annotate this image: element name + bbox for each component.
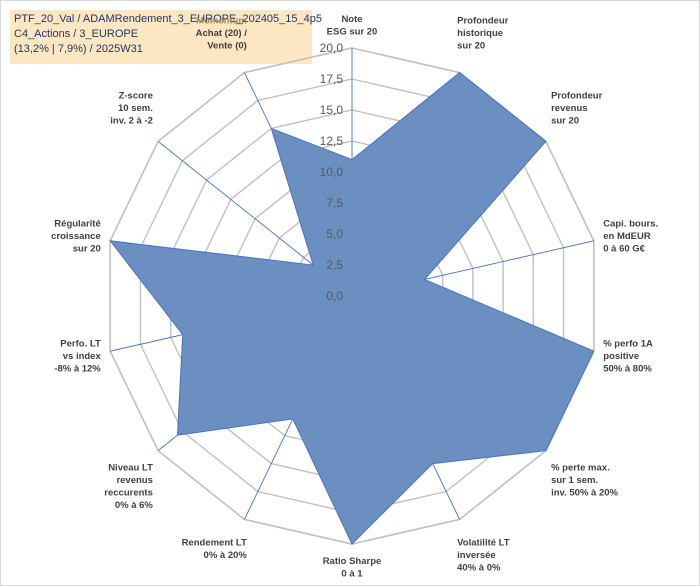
axis-label-line: sur 1 sem. — [551, 475, 598, 486]
tick-label: 20,0 — [320, 41, 344, 55]
axis-label: Profondeur revenus sur 20 — [551, 91, 602, 127]
axis-label-line: vs index — [63, 351, 102, 362]
axis-label-line: 0 à 1 — [341, 569, 363, 580]
axis-label: % perte max. sur 1 sem. inv. 50% à 20% — [551, 462, 618, 498]
axis-label-line: Note — [341, 14, 362, 25]
axis-label-line: inversée — [457, 550, 496, 561]
axis-label-line: Capi. bours. — [603, 218, 658, 229]
axis-label-line: 0 à 60 G€ — [603, 243, 645, 254]
axis-label-line: sur 20 — [551, 116, 579, 127]
axis-label: Perfo. LT vs index -8% à 12% — [54, 339, 101, 375]
axis-label: Niveau LT revenus reccurents 0% à 6% — [104, 462, 153, 511]
axis-label: Volatilité LT inversée 40% à 0% — [457, 537, 510, 573]
title-line-2: C4_Actions / 3_EUROPE — [14, 28, 139, 40]
axis-label-line: positive — [603, 351, 639, 362]
axis-label: Régularité croissance sur 20 — [51, 218, 101, 254]
axis-label-line: % perfo 1A — [603, 339, 653, 350]
tick-label: 15,0 — [320, 103, 344, 117]
axis-label: Profondeur historique sur 20 — [457, 16, 508, 52]
axis-label-line: en MdEUR — [603, 231, 651, 242]
tick-label: 10,0 — [320, 165, 344, 179]
axis-label-line: 50% à 80% — [603, 364, 652, 375]
chart-title-box: PTF_20_Val / ADAMRendement_3_EUROPE_2024… — [10, 10, 322, 64]
axis-label-line: Vente (0) — [207, 41, 247, 52]
radar-series — [109, 71, 595, 545]
axis-label-line: Profondeur — [457, 16, 508, 27]
axis-label-line: Ratio Sharpe — [323, 556, 382, 567]
axis-label: % perfo 1A positive 50% à 80% — [603, 339, 653, 375]
axis-label-line: 40% à 0% — [457, 562, 501, 573]
axis-label-line: croissance — [51, 231, 101, 242]
axis-label: Ratio Sharpe 0 à 1 — [323, 556, 382, 580]
axis-label-line: historique — [457, 28, 503, 39]
axis-label: Z-score 10 sem. inv. 2 à -2 — [110, 91, 153, 127]
axis-label: Capi. bours. en MdEUR 0 à 60 G€ — [603, 218, 658, 254]
axis-label-line: inv. 50% à 20% — [551, 487, 618, 498]
axis-label-line: -8% à 12% — [54, 364, 101, 375]
axis-label-line: 0% à 20% — [204, 550, 248, 561]
axis-label-line: revenus — [551, 103, 587, 114]
axis-label-line: Z-score — [119, 91, 153, 102]
axis-label-line: Achat (20) / — [196, 28, 248, 39]
axis-label-line: revenus — [116, 475, 152, 486]
axis-label-line: % perte max. — [551, 462, 610, 473]
tick-label: 2,5 — [326, 258, 343, 272]
axis-label-line: Momentum — [196, 16, 247, 27]
tick-label: 12,5 — [320, 134, 344, 148]
axis-label-line: 0% à 6% — [115, 500, 154, 511]
axis-label: Rendement LT 0% à 20% — [182, 537, 248, 561]
axis-label-line: 10 sem. — [118, 103, 153, 114]
axis-label-line: Niveau LT — [108, 462, 153, 473]
axis-label-line: Volatilité LT — [457, 537, 510, 548]
title-line-1: PTF_20_Val / ADAMRendement_3_EUROPE_2024… — [14, 13, 322, 25]
axis-label-line: Perfo. LT — [60, 339, 101, 350]
axis-label-line: inv. 2 à -2 — [110, 116, 153, 127]
title-line-3: (13,2% | 7,9%) / 2025W31 — [14, 43, 143, 55]
tick-label: 5,0 — [326, 227, 343, 241]
radar-tick-labels: 0,0 2,5 5,0 7,5 10,0 12,5 15,0 17,5 20,0 — [320, 41, 344, 303]
axis-label-line: Profondeur — [551, 91, 602, 102]
axis-label: Note ESG sur 20 — [327, 14, 378, 38]
tick-label: 17,5 — [320, 72, 344, 86]
axis-label: Momentum Achat (20) / Vente (0) — [196, 16, 248, 52]
axis-label-line: sur 20 — [457, 41, 485, 52]
axis-label-line: Rendement LT — [182, 537, 247, 548]
axis-label-line: reccurents — [104, 487, 153, 498]
axis-label-line: ESG sur 20 — [327, 27, 378, 38]
series-area — [109, 71, 595, 545]
tick-label: 0,0 — [326, 289, 343, 303]
axis-label-line: sur 20 — [73, 243, 101, 254]
axis-label-line: Régularité — [54, 218, 100, 229]
tick-label: 7,5 — [326, 196, 343, 210]
